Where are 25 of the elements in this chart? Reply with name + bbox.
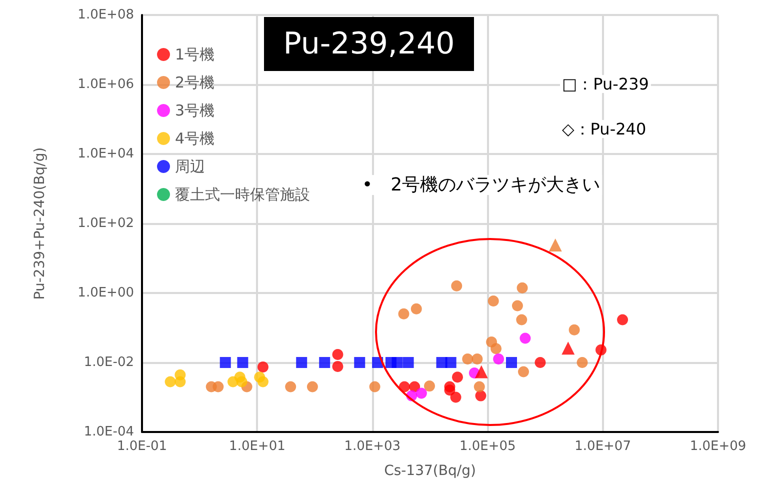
annotation: • 2号機のバラツキが大きい bbox=[362, 174, 600, 196]
x-tick-label: 1.0E-01 bbox=[116, 439, 168, 454]
y-tick-label: 1.0E+08 bbox=[78, 8, 134, 22]
legend-label: 4号機 bbox=[175, 130, 215, 148]
chart-title: Pu-239,240 bbox=[283, 26, 455, 62]
legend-label: 1号機 bbox=[175, 46, 215, 64]
legend-label: 覆土式一時保管施設 bbox=[175, 186, 310, 204]
legend-label: 周辺 bbox=[175, 158, 205, 176]
annotation: ◇：Pu-240 bbox=[562, 120, 646, 138]
y-tick-label: 1.0E+02 bbox=[78, 216, 134, 231]
x-tick-label: 1.0E+05 bbox=[459, 439, 516, 454]
y-axis-title: Pu-239+Pu-240(Bq/g) bbox=[32, 147, 48, 300]
y-tick-label: 1.0E-04 bbox=[84, 424, 134, 440]
y-tick-label: 1.0E+06 bbox=[78, 77, 134, 92]
annotation: □：Pu-239 bbox=[562, 74, 649, 94]
y-tick-label: 1.0E+04 bbox=[78, 146, 134, 162]
x-tick-label: 1.0E+09 bbox=[690, 439, 746, 454]
y-tick-label: 1.0E-02 bbox=[84, 355, 134, 370]
x-tick-label: 1.0E+07 bbox=[574, 439, 631, 454]
x-tick-label: 1.0E+03 bbox=[344, 439, 401, 454]
legend-label: 2号機 bbox=[175, 74, 215, 92]
y-tick-label: 1.0E+00 bbox=[78, 286, 134, 300]
x-axis-title: Cs-137(Bq/g) bbox=[384, 463, 476, 479]
x-tick-label: 1.0E+01 bbox=[229, 439, 286, 454]
legend-label: 3号機 bbox=[175, 102, 215, 120]
